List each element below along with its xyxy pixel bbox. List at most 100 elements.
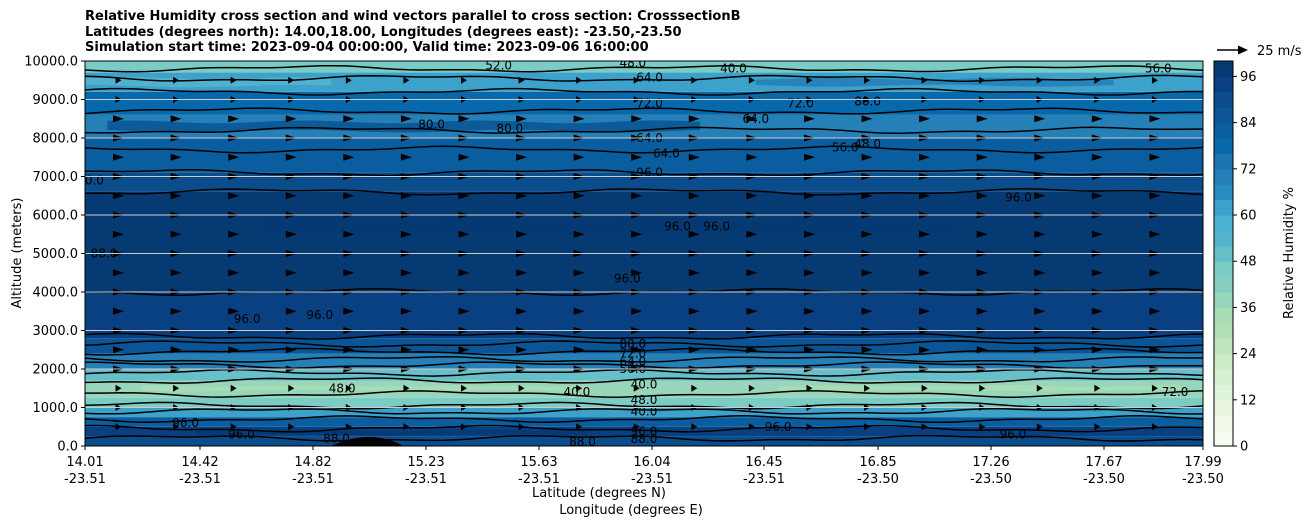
contour-line (85, 87, 1203, 96)
wind-arrow (976, 230, 988, 238)
contour-line (85, 145, 1203, 154)
y-axis: 0.0 1000.0 2000.0 3000.0 4000.0 5000.0 6000.0 7… (24, 55, 85, 455)
wind-key-label: 25 m/s (1257, 44, 1302, 59)
wind-arrow (803, 192, 815, 200)
contour-label: 80.0 (619, 337, 646, 351)
wind-arrow (1149, 153, 1161, 161)
y-tick-label: 4000.0 (33, 286, 79, 301)
contour-line (85, 169, 1203, 177)
wind-arrow (688, 115, 700, 123)
colorbar-swatch (1214, 230, 1233, 247)
wind-arrow (1094, 384, 1101, 392)
wind-arrow (458, 192, 470, 200)
contour-label: 56.0 (1145, 62, 1172, 76)
wind-arrow (170, 230, 182, 238)
wind-arrow (806, 423, 813, 431)
wind-arrow (285, 269, 297, 277)
colorbar-swatch (1214, 384, 1233, 401)
wind-arrow (516, 192, 528, 200)
wind-arrow (919, 346, 931, 354)
wind-arrow (688, 153, 700, 161)
contour-label: 80.0 (418, 118, 445, 132)
wind-arrow (976, 153, 988, 161)
colorbar-swatch (1214, 292, 1233, 308)
wind-arrow (458, 307, 470, 315)
colorbar-swatch (1214, 199, 1233, 216)
colorbar-swatch (1214, 76, 1233, 93)
wind-arrow (115, 384, 122, 392)
contour-line (85, 356, 1203, 363)
contour-label: 56.0 (832, 141, 859, 155)
wind-arrow (1034, 230, 1046, 238)
wind-arrow (1034, 307, 1046, 315)
wind-arrow (688, 230, 700, 238)
wind-arrow (228, 153, 240, 161)
wind-arrow (919, 153, 931, 161)
wind-arrow (400, 192, 412, 200)
colorbar-swatch (1214, 61, 1233, 77)
wind-arrow (806, 76, 813, 84)
wind-arrow (288, 76, 295, 84)
wind-arrow (861, 115, 873, 123)
contour-label: 48.0 (854, 137, 881, 151)
wind-arrow (864, 76, 871, 84)
contour-line (85, 340, 1203, 348)
contour-label: 96.0 (636, 166, 663, 180)
contour-label: 64.0 (619, 354, 646, 368)
wind-arrow (1094, 423, 1101, 431)
wind-arrow (631, 307, 643, 315)
wind-arrow (458, 153, 470, 161)
x-axis-label-lat: Latitude (degrees N) (532, 486, 666, 501)
contour-label: 80.0 (854, 94, 881, 108)
colorbar-swatch (1214, 107, 1233, 124)
wind-arrow (1036, 423, 1043, 431)
contour-label: 48.0 (619, 56, 646, 70)
wind-arrow (113, 307, 125, 315)
wind-arrow (285, 153, 297, 161)
contour-label: 88.0 (323, 431, 350, 445)
wind-arrow (746, 307, 758, 315)
wind-arrow (343, 115, 355, 123)
contour-label: 40.0 (631, 377, 658, 391)
colorbar-tick-label: 96 (1240, 70, 1257, 85)
wind-arrow (113, 153, 125, 161)
colorbar-frame (1213, 60, 1234, 447)
wind-arrow (228, 115, 240, 123)
contour-line (85, 74, 1203, 82)
contour-line (85, 434, 1203, 442)
x-tick-label-lon: -23.50 (857, 472, 899, 487)
contour-label: 40.0 (564, 385, 591, 399)
wind-arrow (1034, 269, 1046, 277)
wind-arrow (748, 76, 755, 84)
contour-label: 80.0 (496, 121, 523, 135)
wind-arrow (861, 307, 873, 315)
wind-arrow (748, 423, 755, 431)
x-tick-label-lat: 14.01 (66, 455, 103, 470)
wind-arrow (170, 115, 182, 123)
colorbar-tick-label: 0 (1240, 440, 1248, 455)
wind-arrow (921, 423, 928, 431)
contour-label: 64.0 (742, 112, 769, 126)
colorbar-tick-label: 36 (1240, 301, 1257, 316)
wind-arrow (691, 76, 698, 84)
wind-arrow (345, 384, 352, 392)
y-tick-label: 6000.0 (33, 209, 79, 224)
x-tick-label-lat: 17.99 (1184, 455, 1221, 470)
contour-line (85, 361, 1203, 370)
wind-arrow (1034, 346, 1046, 354)
wind-arrow (228, 230, 240, 238)
wind-arrow (573, 307, 585, 315)
contour-label: 64.0 (636, 71, 663, 85)
x-tick-label-lat: 14.42 (181, 455, 218, 470)
wind-arrow (806, 384, 813, 392)
wind-arrow (230, 76, 237, 84)
wind-arrow (748, 384, 755, 392)
colorbar-swatch (1214, 322, 1233, 339)
contour-line (85, 347, 1203, 356)
rh-layer (85, 436, 1203, 446)
colorbar-swatch (1214, 245, 1233, 262)
wind-arrow (861, 192, 873, 200)
wind-arrow (173, 76, 180, 84)
wind-arrow (979, 423, 986, 431)
